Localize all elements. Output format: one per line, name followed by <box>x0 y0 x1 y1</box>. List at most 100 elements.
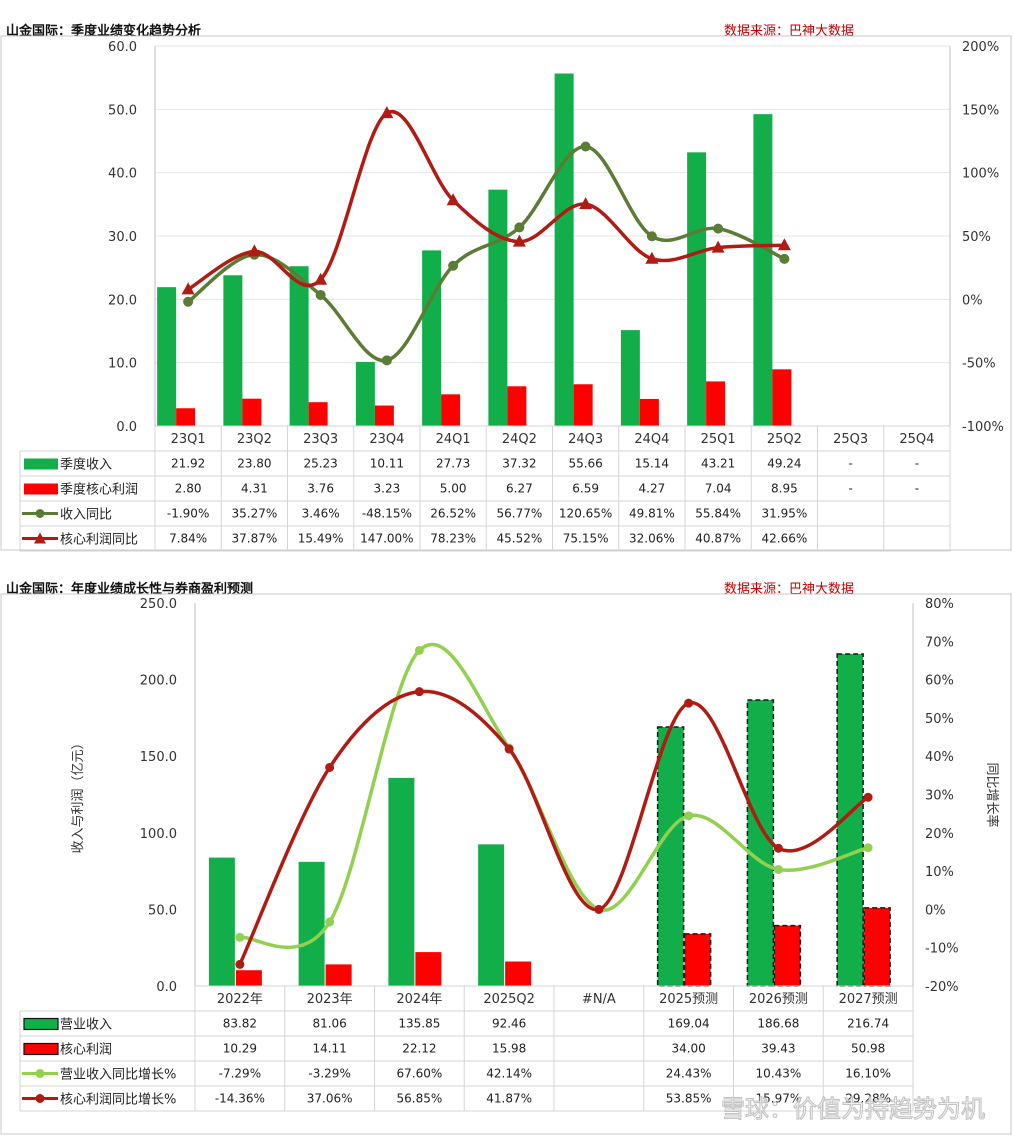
table-cell: 4.27 <box>639 482 666 496</box>
bar-revenue-2026预测 <box>746 699 775 987</box>
bar-profit-2025预测 <box>683 933 712 987</box>
table-cell: -7.29% <box>219 1067 261 1081</box>
y2-tick-label: 200% <box>962 40 999 55</box>
marker-revenue-yoy-23Q4 <box>381 355 392 366</box>
y2-tick-label: 0% <box>962 293 983 308</box>
x-tick-label: 25Q1 <box>701 432 736 447</box>
marker-revenue-yoy-24Q1 <box>448 260 459 271</box>
bar-revenue-2022年 <box>208 857 235 986</box>
table-cell: 147.00% <box>360 532 413 546</box>
marker-revenue-yoy-2027预测 <box>863 843 873 853</box>
x-tick-label: 25Q3 <box>833 432 868 447</box>
table-cell: 14.11 <box>312 1042 346 1056</box>
legend-label: 营业收入 <box>60 1018 112 1033</box>
y-tick-label: 60.0 <box>108 40 137 55</box>
bar-profit-2027预测 <box>863 907 891 987</box>
table-cell: 22.12 <box>402 1042 436 1056</box>
y-tick-label: 150.0 <box>140 750 177 765</box>
table-cell: 120.65% <box>559 507 612 521</box>
bar-profit-2025Q2 <box>505 961 532 986</box>
y-axis-label: 收入与利润（亿元） <box>71 736 86 853</box>
y2-tick-label: 80% <box>925 597 954 612</box>
y2-tick-label: 70% <box>925 635 954 650</box>
line-profit-yoy <box>187 109 785 291</box>
marker-profit-yoy-23Q4 <box>380 106 394 119</box>
y2-tick-label: 0% <box>925 903 946 918</box>
table-cell: 15.98 <box>492 1042 526 1056</box>
x-tick-label: 2027预测 <box>839 992 898 1007</box>
x-tick-label: 23Q2 <box>237 432 272 447</box>
legend-marker <box>35 509 45 518</box>
table-cell: 78.23% <box>430 532 476 546</box>
table-cell: 43.21 <box>701 457 735 471</box>
table-cell: 42.14% <box>486 1067 532 1081</box>
table-cell: 55.66 <box>568 457 602 471</box>
bar-profit-24Q3 <box>573 384 593 426</box>
bar-revenue-2023年 <box>298 861 325 986</box>
marker-revenue-yoy-2026预测 <box>773 864 783 874</box>
line-revenue-yoy <box>187 144 786 363</box>
legend-marker <box>35 1069 45 1078</box>
x-tick-label: 25Q4 <box>899 432 934 447</box>
table-cell: 32.06% <box>629 532 675 546</box>
table-cell: 15.97% <box>755 1092 801 1106</box>
annual-chart-panel: 山金国际：年度业绩成长性与券商盈利预测 数据来源：巴神大数据 0.0 50.0 10… <box>0 560 1013 1138</box>
y2-tick-label: 10% <box>925 865 954 880</box>
y2-tick-label: 150% <box>962 103 999 118</box>
chart-title: 山金国际：年度业绩成长性与券商盈利预测 <box>6 582 254 597</box>
legend-label: 季度收入 <box>60 457 112 473</box>
y-tick-label: 30.0 <box>108 230 137 245</box>
quarterly-chart-panel: 山金国际：季度业绩变化趋势分析 数据来源：巴神大数据 0.0 10.0 20.0 30… <box>0 0 1013 553</box>
table-cell: 55.84% <box>695 507 741 521</box>
y-tick-label: 100.0 <box>140 827 177 842</box>
table-cell: 6.59 <box>572 482 599 496</box>
marker-profit-yoy-2022年 <box>235 959 245 969</box>
table-cell: 26.52% <box>430 507 476 521</box>
legend-swatch <box>23 1017 59 1031</box>
bar-revenue-24Q1 <box>422 250 442 426</box>
table-cell: 92.46 <box>492 1017 526 1031</box>
y2-tick-label: 30% <box>925 789 954 804</box>
table-cell: -48.15% <box>362 507 412 521</box>
y-tick-label: 10.0 <box>108 357 137 372</box>
table-cell: -14.36% <box>215 1092 265 1106</box>
bar-profit-24Q4 <box>639 398 659 426</box>
legend-label: 营业收入同比增长% <box>60 1068 176 1083</box>
y-tick-label: 50.0 <box>148 903 177 918</box>
legend-swatch <box>24 458 58 470</box>
table-cell: 5.00 <box>440 482 467 496</box>
table-cell: 25.23 <box>303 457 337 471</box>
table-cell: - <box>848 482 852 496</box>
table-cell: 24.43% <box>666 1067 712 1081</box>
chart-source: 数据来源：巴神大数据 <box>724 24 855 39</box>
table-cell: 10.11 <box>370 457 404 471</box>
bar-profit-2022年 <box>235 970 262 986</box>
table-cell: 81.06 <box>312 1017 346 1031</box>
table-cell: 37.32 <box>502 457 536 471</box>
x-tick-label: 2025Q2 <box>483 992 535 1007</box>
marker-profit-yoy-25Q2 <box>777 238 791 251</box>
table-cell: 186.68 <box>757 1017 799 1031</box>
marker-profit-yoy-24Q3 <box>579 197 593 210</box>
marker-revenue-yoy-24Q4 <box>646 231 657 242</box>
table-cell: 34.00 <box>671 1042 705 1056</box>
marker-profit-yoy-2025预测 <box>684 698 694 708</box>
chart-border <box>0 35 1012 551</box>
x-tick-label: 24Q3 <box>568 432 603 447</box>
bar-revenue-24Q2 <box>488 189 508 426</box>
legend-label: 收入同比 <box>60 508 112 523</box>
marker-profit-yoy-2027预测 <box>863 792 873 802</box>
legend-swatch <box>24 483 58 495</box>
table-cell: 135.85 <box>398 1017 440 1031</box>
table-cell: 7.04 <box>705 482 732 496</box>
x-tick-label: 23Q1 <box>171 432 206 447</box>
bar-revenue-23Q4 <box>355 361 375 426</box>
table-cell: -3.29% <box>308 1067 350 1081</box>
x-tick-label: 2025预测 <box>659 992 718 1007</box>
marker-revenue-yoy-23Q3 <box>315 289 326 300</box>
table-cell: 7.84% <box>169 532 207 546</box>
table-cell: 49.81% <box>629 507 675 521</box>
marker-profit-yoy-#N/A <box>594 904 604 914</box>
table-cell: 29.28% <box>845 1092 891 1106</box>
x-tick-label: 24Q4 <box>634 432 669 447</box>
